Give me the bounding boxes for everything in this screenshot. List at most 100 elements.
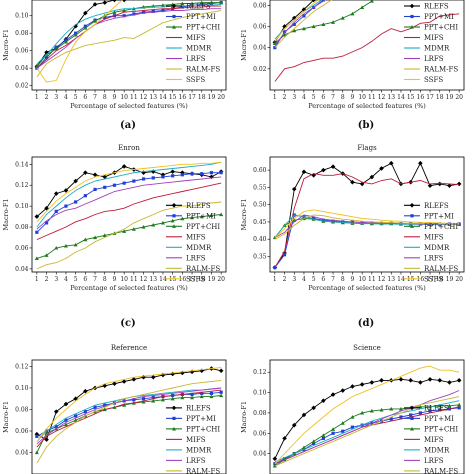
x-tick-label: 6 [321, 276, 325, 283]
marker-p4-s0-9 [121, 379, 127, 384]
marker-p0-s1-15 [180, 5, 184, 9]
legend-entry: MDMR [424, 446, 450, 454]
x-tick-label: 17 [426, 94, 434, 101]
marker-p5-s2-9 [360, 410, 365, 415]
marker-p2-sleg-1 [172, 214, 176, 218]
x-tick-label: 19 [208, 276, 216, 283]
series-line-lrfs [36, 387, 222, 445]
marker-p5-s2-19 [457, 402, 462, 407]
marker-p5-s2-8 [350, 415, 355, 419]
marker-p4-s1-19 [219, 390, 223, 394]
marker-p2-s2-9 [122, 229, 127, 233]
marker-p2-s2-10 [131, 227, 136, 231]
marker-p5-s2-7 [340, 421, 345, 425]
x-tick-label: 12 [378, 276, 386, 283]
marker-p0-sleg-1 [172, 14, 176, 19]
y-tick-label: 0.06 [15, 245, 29, 252]
marker-p5-s0-9 [359, 382, 365, 387]
marker-p1-s2-10 [369, 0, 374, 3]
y-tick-label: 0.06 [253, 430, 267, 437]
marker-p0-s2-13 [160, 3, 165, 7]
legend-entry: PPT+CHI [186, 223, 220, 231]
x-axis-label: Percentage of selected features (%) [70, 102, 188, 110]
marker-p2-s2-12 [151, 222, 156, 227]
y-axis-label: Macro-F1 [240, 198, 248, 230]
panel-label: (a) [120, 120, 136, 131]
series-group [272, 365, 462, 468]
marker-p5-s1-15 [418, 411, 422, 415]
marker-p5-s0-5 [321, 398, 326, 404]
marker-p4-s1-3 [64, 418, 68, 422]
legend-entry: MIFS [186, 34, 206, 42]
marker-p3-s0-5 [321, 167, 326, 173]
series-line-ralm-fs [274, 396, 460, 467]
marker-p4-s0-2 [53, 409, 59, 414]
x-tick-label: 9 [351, 94, 355, 101]
marker-p2-s1-8 [112, 183, 117, 187]
y-tick-label: 0.10 [15, 203, 29, 210]
marker-p1-s2-5 [321, 22, 326, 26]
x-tick-label: 8 [103, 276, 107, 283]
marker-p1-s2-9 [360, 5, 365, 10]
marker-p0-s2-8 [112, 10, 117, 14]
series-line-ralm-fs [36, 379, 222, 464]
x-tick-label: 7 [93, 94, 97, 101]
series-line-ralm-fs [274, 0, 333, 48]
x-tick-label: 15 [407, 94, 415, 101]
marker-p0-s2-3 [63, 39, 68, 44]
marker-p3-s0-12 [388, 160, 394, 166]
marker-p2-s1-14 [171, 174, 175, 178]
legend-entry: PPT+CHI [424, 223, 458, 231]
marker-p3-s0-16 [427, 183, 433, 188]
marker-p4-s0-17 [199, 368, 205, 374]
marker-p2-s1-15 [180, 173, 184, 177]
marker-p5-s2-5 [321, 433, 326, 437]
x-tick-label: 14 [159, 94, 167, 101]
plot-frame [269, 0, 465, 91]
x-tick-label: 13 [149, 276, 157, 283]
marker-p2-s2-0 [34, 256, 39, 261]
y-tick-label: 0.10 [253, 390, 267, 397]
legend-entry: MIFS [424, 233, 444, 241]
x-tick-label: 16 [179, 94, 187, 101]
series-line-mdmr [274, 400, 460, 463]
x-tick-label: 1 [273, 94, 277, 101]
x-tick-label: 2 [45, 94, 49, 101]
x-tick-label: 3 [54, 94, 58, 101]
legend-entry: PPT+MI [186, 212, 216, 220]
marker-p0-s2-19 [219, 0, 224, 5]
marker-p0-s0-14 [172, 0, 174, 1]
marker-p3-s0-17 [437, 181, 443, 187]
marker-p2-s2-6 [93, 235, 98, 240]
marker-p3-s0-10 [369, 174, 375, 180]
marker-p2-s0-3 [63, 188, 69, 193]
marker-p2-s1-1 [44, 221, 49, 225]
marker-p1-s0-4 [311, 0, 316, 3]
marker-p4-s0-19 [218, 368, 224, 374]
marker-p5-s0-0 [272, 456, 278, 462]
marker-p4-s2-12 [151, 398, 156, 403]
marker-p2-s2-5 [83, 237, 88, 242]
y-tick-label: 0.04 [15, 449, 29, 456]
marker-p4-s0-10 [131, 377, 137, 382]
y-tick-label: 0.02 [15, 83, 29, 90]
marker-p0-s0-15 [181, 0, 183, 1]
x-tick-label: 2 [283, 94, 287, 101]
marker-p2-s2-16 [190, 215, 195, 220]
series-line-lrfs [274, 0, 326, 46]
marker-p4-s0-1 [44, 437, 49, 442]
x-tick-label: 5 [74, 94, 78, 101]
marker-p0-s0-17 [201, 0, 203, 1]
x-tick-label: 7 [331, 94, 335, 101]
marker-p3-sleg-0 [409, 203, 415, 208]
x-tick-label: 4 [302, 276, 306, 283]
marker-p0-s2-2 [54, 46, 59, 51]
marker-p5-s2-3 [301, 445, 306, 450]
marker-p4-s1-16 [190, 392, 194, 397]
x-tick-label: 20 [455, 94, 463, 101]
x-tick-label: 16 [417, 276, 425, 283]
x-tick-label: 10 [120, 276, 128, 283]
series-line-mifs [36, 182, 222, 241]
series-group [34, 366, 224, 464]
x-tick-label: 13 [387, 276, 395, 283]
